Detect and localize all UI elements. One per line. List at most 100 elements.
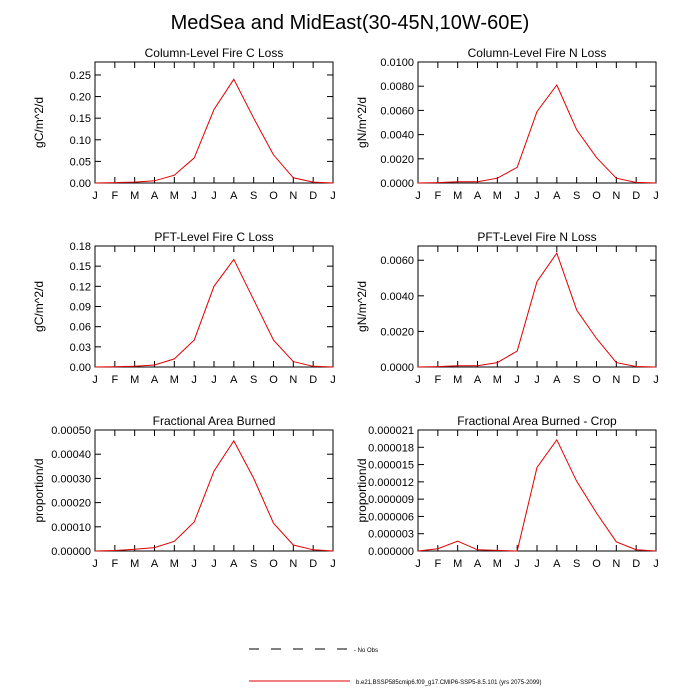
x-tick-label: N (289, 190, 297, 202)
y-tick-label: 0.0020 (380, 154, 414, 166)
y-tick-label: 0.0040 (380, 130, 414, 142)
x-tick-label: J (330, 374, 336, 386)
x-tick-label: J (92, 374, 98, 386)
series-line (417, 84, 657, 184)
x-tick-label: A (474, 374, 482, 386)
x-tick-label: F (111, 190, 118, 202)
x-tick-label: N (612, 190, 620, 202)
y-tick-label: 0.000003 (368, 529, 414, 541)
x-tick-label: S (250, 558, 257, 570)
x-tick-label: D (632, 190, 640, 202)
y-tick-label: 0.09 (70, 302, 91, 314)
y-tick-label: 0.06 (70, 322, 91, 334)
x-tick-label: J (211, 374, 217, 386)
plot-frame (417, 245, 657, 368)
plot-frame (94, 61, 334, 184)
x-tick-label: F (434, 558, 441, 570)
x-tick-label: F (434, 190, 441, 202)
x-tick-label: J (415, 558, 421, 570)
x-tick-label: S (573, 558, 580, 570)
x-tick-label: A (553, 190, 561, 202)
y-tick-label: 0.000000 (368, 546, 414, 558)
x-tick-label: J (330, 558, 336, 570)
x-tick-label: D (309, 374, 317, 386)
panel-title: Fractional Area Burned (153, 414, 276, 428)
series-line (94, 78, 334, 184)
x-tick-label: A (230, 558, 238, 570)
y-tick-label: 0.000015 (368, 460, 414, 472)
y-axis-label: proportion/d (355, 458, 369, 522)
x-tick-label: J (191, 558, 197, 570)
x-tick-label: M (493, 190, 502, 202)
x-tick-label: J (415, 190, 421, 202)
plot-frame (94, 245, 334, 368)
y-tick-label: 0.15 (70, 113, 91, 125)
x-tick-label: A (553, 374, 561, 386)
x-tick-label: J (514, 374, 520, 386)
x-tick-label: O (269, 374, 278, 386)
x-tick-label: A (230, 190, 238, 202)
x-tick-label: J (211, 558, 217, 570)
y-tick-label: 0.0000 (380, 178, 414, 190)
x-tick-label: M (170, 558, 179, 570)
x-tick-label: M (493, 558, 502, 570)
panel-title: Fractional Area Burned - Crop (457, 414, 617, 428)
panel-title: Column-Level Fire C Loss (145, 46, 284, 60)
x-tick-label: J (211, 190, 217, 202)
x-tick-label: J (92, 190, 98, 202)
x-tick-label: F (111, 374, 118, 386)
y-tick-label: 0.20 (70, 92, 91, 104)
x-tick-label: N (612, 558, 620, 570)
y-tick-label: 0.000012 (368, 477, 414, 489)
x-tick-label: D (309, 190, 317, 202)
series-line (417, 252, 657, 368)
y-tick-label: 0.00030 (51, 473, 91, 485)
x-tick-label: J (191, 374, 197, 386)
x-tick-label: M (130, 374, 139, 386)
y-tick-label: 0.00020 (51, 498, 91, 510)
x-tick-label: S (250, 190, 257, 202)
y-tick-label: 0.0020 (380, 326, 414, 338)
x-tick-label: O (592, 558, 601, 570)
y-axis-label: gN/m^2/d (355, 281, 369, 332)
x-tick-label: J (191, 190, 197, 202)
x-tick-label: F (434, 374, 441, 386)
y-tick-label: 0.03 (70, 342, 91, 354)
x-tick-label: A (474, 558, 482, 570)
x-tick-label: J (514, 190, 520, 202)
x-tick-label: S (250, 374, 257, 386)
y-tick-label: 0.0040 (380, 291, 414, 303)
y-tick-label: 0.05 (70, 156, 91, 168)
y-tick-label: 0.000021 (368, 425, 414, 437)
x-tick-label: M (170, 190, 179, 202)
x-tick-label: O (592, 190, 601, 202)
y-tick-label: 0.00000 (51, 546, 91, 558)
x-tick-label: O (592, 374, 601, 386)
y-tick-label: 0.0000 (380, 362, 414, 374)
x-tick-label: A (151, 190, 159, 202)
x-tick-label: O (269, 190, 278, 202)
y-tick-label: 0.00 (70, 178, 91, 190)
y-tick-label: 0.00040 (51, 449, 91, 461)
y-tick-label: 0.10 (70, 135, 91, 147)
y-tick-label: 0.25 (70, 70, 91, 82)
y-tick-label: 0.000009 (368, 494, 414, 506)
x-tick-label: A (151, 558, 159, 570)
x-tick-label: D (632, 374, 640, 386)
x-tick-label: N (612, 374, 620, 386)
y-axis-label: gC/m^2/d (32, 97, 46, 148)
x-tick-label: J (653, 558, 659, 570)
x-tick-label: F (111, 558, 118, 570)
x-tick-label: J (653, 374, 659, 386)
x-tick-label: S (573, 190, 580, 202)
x-tick-label: J (415, 374, 421, 386)
x-tick-label: M (130, 558, 139, 570)
x-tick-label: J (534, 190, 540, 202)
x-tick-label: M (130, 190, 139, 202)
y-axis-label: gN/m^2/d (355, 97, 369, 148)
panel-title: PFT-Level Fire N Loss (477, 230, 596, 244)
